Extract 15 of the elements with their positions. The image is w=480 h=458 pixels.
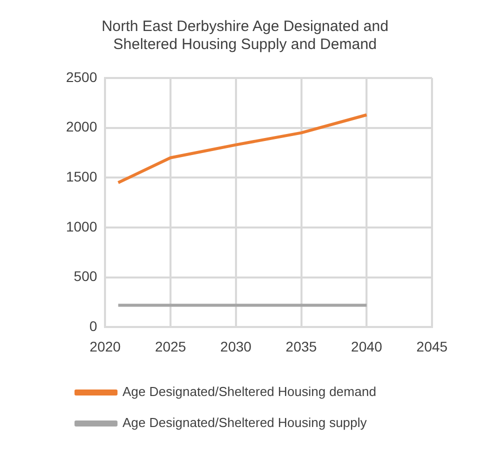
y-tick-label: 1500 <box>66 168 98 185</box>
x-tick-label: 2040 <box>351 338 382 354</box>
legend-label: Age Designated/Sheltered Housing supply <box>122 415 368 430</box>
y-tick-label: 2500 <box>66 68 98 85</box>
y-tick-label: 1000 <box>66 218 98 234</box>
chart-title: North East Derbyshire Age Designated and Sheltered Housing Supply and Demand <box>102 18 388 54</box>
x-tick-label: 2035 <box>286 338 318 354</box>
x-tick-label: 2025 <box>154 338 186 354</box>
y-tick-label: 0 <box>89 318 98 334</box>
x-tick-label: 2020 <box>90 338 121 354</box>
x-tick-label: 2045 <box>416 338 448 354</box>
legend-label: Age Designated/Sheltered Housing demand <box>122 384 376 400</box>
y-tick-label: 2000 <box>66 118 98 135</box>
y-tick-label: 500 <box>74 268 98 284</box>
x-tick-label: 2030 <box>220 338 252 354</box>
